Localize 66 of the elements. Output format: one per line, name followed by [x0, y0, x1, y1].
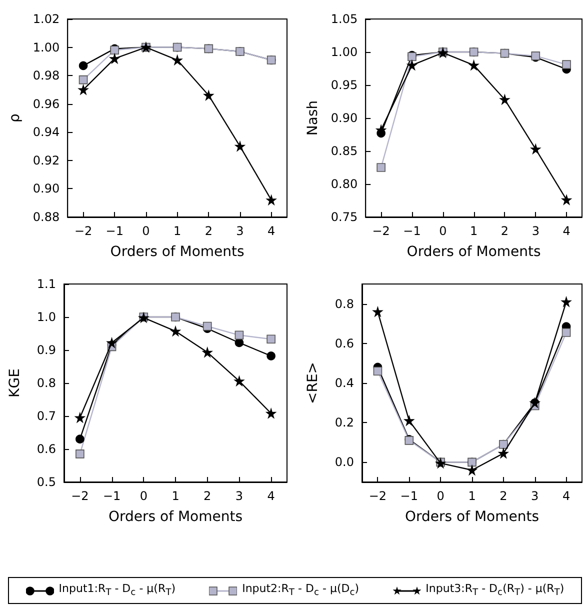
x-tick-label: 0 — [439, 224, 447, 238]
x-tick-label: 1 — [172, 489, 180, 503]
y-tick-label: 0.96 — [32, 96, 60, 111]
text: Input3:R$_{T}$ - D$_{c}$(R$_{T}$) - μ(R$_{T}$) — [426, 582, 564, 599]
x-tick-label: 2 — [204, 489, 212, 503]
x-tick-label: 1 — [468, 489, 476, 503]
x-tick-label: 2 — [500, 224, 509, 238]
legend-label: Input1:R$_{T}$ - D$_{c}$ - μ(R$_{T}$) — [58, 582, 176, 599]
x-tick-label: 3 — [236, 224, 244, 238]
x-axis-title: Orders of Moments — [108, 509, 243, 525]
legend-label: Input2:R$_{T}$ - D$_{c}$ - μ(D$_{c}$) — [242, 582, 360, 599]
x-tick-label: 4 — [267, 489, 275, 503]
x-tick-label: −2 — [74, 224, 92, 238]
x-tick-label: 4 — [562, 224, 570, 238]
y-tick-label: 0.7 — [36, 409, 56, 423]
y-tick-label: 0.85 — [330, 144, 358, 158]
y-tick-label: 0.2 — [334, 416, 354, 430]
y-tick-label: 1.0 — [36, 310, 56, 324]
x-tick-label: −2 — [368, 489, 387, 503]
y-tick-label: 0.6 — [334, 336, 354, 350]
y-tick-label: 0.92 — [32, 153, 60, 168]
y-tick-label: 0.88 — [32, 210, 60, 224]
y-tick-label: 0.8 — [334, 296, 354, 311]
y-tick-label: 0.9 — [36, 343, 56, 357]
x-tick-label: 1 — [173, 224, 182, 238]
y-tick-label: 0.5 — [36, 475, 56, 489]
y-axis-title: Nash — [305, 100, 321, 136]
y-tick-label: 1.05 — [330, 12, 358, 26]
y-tick-label: 0.75 — [330, 210, 358, 224]
x-tick-label: −1 — [400, 489, 418, 503]
x-tick-label: −2 — [372, 224, 390, 238]
x-tick-label: 3 — [235, 489, 244, 503]
x-tick-label: 0 — [140, 489, 148, 503]
y-tick-label: 1.00 — [32, 40, 60, 54]
x-tick-label: −1 — [102, 489, 121, 503]
x-tick-label: −2 — [71, 489, 89, 503]
x-tick-label: 3 — [531, 489, 539, 503]
x-tick-label: 3 — [532, 224, 540, 238]
y-tick-label: 1.02 — [32, 12, 60, 26]
y-tick-label: 0.90 — [330, 111, 358, 125]
x-axis-title: Orders of Moments — [404, 509, 540, 525]
y-tick-label: 0.8 — [36, 376, 56, 390]
x-tick-label: 0 — [436, 489, 444, 503]
y-tick-label: 0.6 — [36, 442, 56, 456]
y-tick-label: 0.95 — [330, 78, 358, 92]
y-tick-label: 0.90 — [32, 182, 60, 196]
x-tick-label: 0 — [142, 224, 150, 238]
y-axis-title: ρ — [7, 113, 23, 122]
x-tick-label: 2 — [204, 224, 212, 238]
y-tick-label: 0.80 — [330, 177, 358, 191]
x-axis-title: Orders of Moments — [406, 244, 541, 260]
y-tick-label: 1.00 — [330, 45, 358, 59]
x-tick-label: 4 — [268, 224, 276, 238]
y-tick-label: 1.1 — [36, 277, 56, 291]
x-tick-label: 4 — [562, 489, 570, 503]
x-tick-label: 2 — [500, 489, 508, 503]
y-axis-title: <RE> — [305, 362, 321, 404]
x-tick-label: −1 — [403, 224, 421, 238]
x-tick-label: −1 — [106, 224, 124, 238]
x-axis-title: Orders of Moments — [110, 244, 244, 260]
y-axis-title: KGE — [7, 368, 23, 398]
y-tick-label: 0.4 — [334, 376, 354, 390]
x-tick-label: 1 — [470, 224, 478, 238]
y-tick-label: 0.0 — [334, 455, 354, 470]
y-tick-label: 0.94 — [32, 125, 60, 140]
y-tick-label: 0.98 — [32, 68, 60, 83]
